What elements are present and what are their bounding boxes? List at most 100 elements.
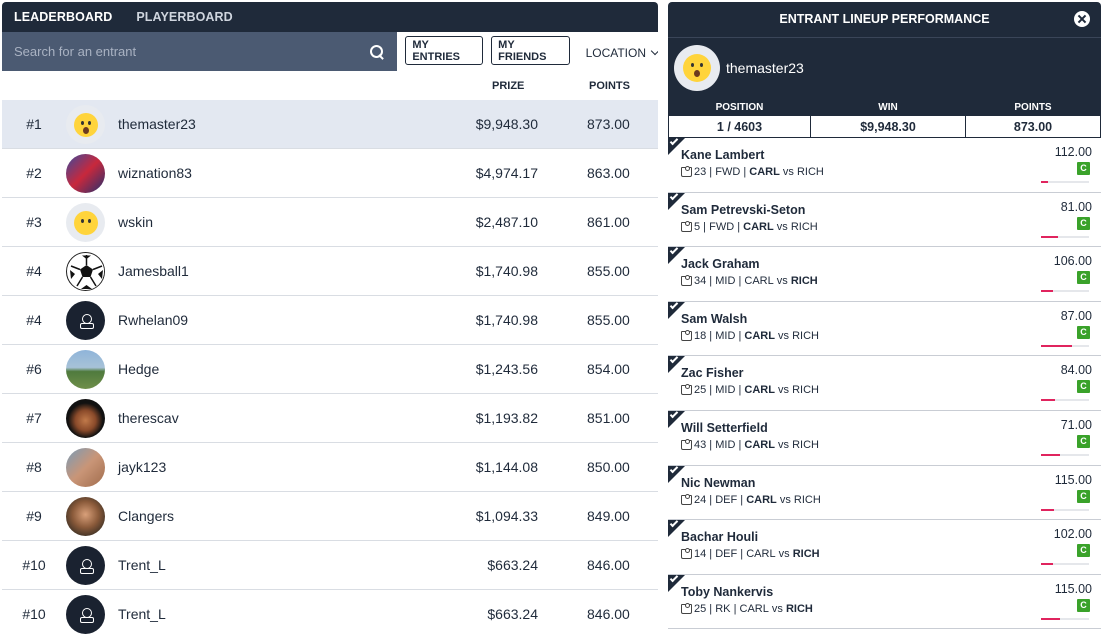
avatar [66, 154, 105, 193]
lineup-panel: ENTRANT LINEUP PERFORMANCE themaster23 P… [668, 2, 1101, 637]
player-name[interactable]: Zac Fisher [681, 366, 744, 381]
table-row[interactable]: #3 wskin $2,487.10 861.00 [2, 198, 658, 247]
player-row[interactable]: Will Setterfield 43 | MID | CARL vs RICH 7… [668, 409, 1101, 466]
table-row[interactable]: #4 Jamesball1 $1,740.98 855.00 [2, 247, 658, 296]
entrant-name[interactable]: Jamesball1 [118, 263, 189, 279]
player-name[interactable]: Sam Petrevski-Seton [681, 202, 806, 217]
stat-position: POSITION 1 / 4603 [669, 99, 811, 138]
player-score: 112.00 [1054, 145, 1092, 159]
user-icon [79, 558, 94, 574]
rank-cell: #9 [26, 508, 42, 524]
progress-fill [1041, 617, 1061, 620]
info-sep: | [735, 438, 745, 451]
lineup-title: ENTRANT LINEUP PERFORMANCE [779, 12, 990, 26]
entrant-name[interactable]: Hedge [118, 361, 160, 377]
entrant-name[interactable]: Trent_L [118, 606, 166, 622]
player-number: 24 [694, 493, 707, 506]
player-name[interactable]: Toby Nankervis [681, 584, 774, 599]
avatar [66, 350, 105, 389]
lineup-players: Kane Lambert 23 | FWD | CARL vs RICH 112.0… [668, 136, 1101, 630]
info-sep: | [706, 275, 716, 288]
away-team: RICH [793, 493, 821, 506]
header-divider [668, 37, 1101, 38]
rank-cell: #10 [22, 557, 46, 573]
player-row[interactable]: Nic Newman 24 | DEF | CARL vs RICH 115.00 C [668, 464, 1101, 521]
prize-cell: $9,948.30 [475, 116, 538, 132]
player-row[interactable]: Toby Nankervis 25 | RK | CARL vs RICH 115.… [668, 573, 1101, 630]
entrant-name[interactable]: Rwhelan09 [118, 312, 189, 328]
table-row[interactable]: #10 Trent_L $663.24 846.00 [2, 590, 658, 637]
entrant-name[interactable]: wiznation83 [118, 165, 192, 181]
player-row[interactable]: Sam Walsh 18 | MID | CARL vs RICH 87.00 C [668, 300, 1101, 357]
table-row[interactable]: #4 Rwhelan09 $1,740.98 855.00 [2, 296, 658, 345]
search-icon[interactable] [369, 44, 385, 60]
away-team: RICH [792, 384, 819, 397]
avatar [674, 45, 720, 91]
lineup-stats: POSITION 1 / 4603 WIN $9,948.30 POINTS 8… [668, 99, 1101, 138]
player-name[interactable]: Sam Walsh [681, 311, 748, 326]
my-friends-button[interactable]: MY FRIENDS [491, 36, 570, 65]
prize-cell: $1,740.98 [475, 263, 538, 279]
player-number: 14 [694, 548, 707, 561]
table-row[interactable]: #10 Trent_L $663.24 846.00 [2, 541, 658, 590]
home-team: CARL [744, 275, 774, 288]
player-row[interactable]: Bachar Houli 14 | DEF | CARL vs RICH 102.0… [668, 518, 1101, 575]
table-row[interactable]: #7 therescav $1,193.82 851.00 [2, 394, 658, 443]
jersey-icon [681, 438, 692, 450]
tab-playerboard[interactable]: PLAYERBOARD [136, 10, 233, 24]
player-position: RK [715, 602, 731, 615]
player-name[interactable]: Nic Newman [681, 475, 756, 490]
player-row[interactable]: Jack Graham 34 | MID | CARL vs RICH 106.00… [668, 245, 1101, 302]
player-position: DEF [715, 548, 738, 561]
table-row[interactable]: #1 themaster23 $9,948.30 873.00 [2, 100, 658, 149]
table-row[interactable]: #6 Hedge $1,243.56 854.00 [2, 345, 658, 394]
vs-text: vs [775, 548, 793, 561]
avatar [66, 546, 105, 585]
player-row[interactable]: Sam Petrevski-Seton 5 | FWD | CARL vs RIC… [668, 191, 1101, 248]
jersey-icon [681, 384, 692, 396]
avatar [66, 448, 105, 487]
check-icon [668, 518, 685, 538]
player-row[interactable]: Kane Lambert 23 | FWD | CARL vs RICH 112.0… [668, 136, 1101, 193]
entrant-name[interactable]: Trent_L [118, 557, 166, 573]
jersey-icon [681, 220, 692, 232]
entrant-name[interactable]: jayk123 [118, 459, 167, 475]
my-entries-button[interactable]: MY ENTRIES [405, 36, 484, 65]
table-row[interactable]: #9 Clangers $1,094.33 849.00 [2, 492, 658, 541]
home-team: CARL [744, 438, 775, 451]
player-score: 102.00 [1053, 527, 1092, 542]
player-score: 115.00 [1054, 581, 1092, 596]
jersey-icon [681, 602, 692, 614]
table-row[interactable]: #2 wiznation83 $4,974.17 863.00 [2, 149, 658, 198]
entrant-name[interactable]: Clangers [118, 508, 175, 524]
lineup-username: themaster23 [726, 60, 804, 76]
stat-value: $9,948.30 [811, 116, 965, 138]
rank-cell: #4 [26, 312, 42, 328]
player-position: MID [715, 275, 736, 288]
board-tabs: LEADERBOARD PLAYERBOARD [2, 2, 658, 32]
vs-text: vs [774, 438, 793, 451]
player-name[interactable]: Will Setterfield [681, 420, 768, 435]
player-position: FWD [709, 220, 735, 233]
avatar [66, 105, 105, 144]
player-name[interactable]: Kane Lambert [681, 148, 765, 162]
check-icon [668, 300, 685, 319]
entrant-name[interactable]: therescav [118, 410, 179, 426]
close-icon[interactable] [1074, 11, 1090, 27]
tab-leaderboard[interactable]: LEADERBOARD [14, 10, 113, 24]
player-name[interactable]: Jack Graham [681, 257, 760, 272]
table-row[interactable]: #8 jayk123 $1,144.08 850.00 [2, 443, 658, 492]
avatar [66, 595, 105, 634]
jersey-icon [681, 275, 692, 287]
info-sep: | [737, 548, 747, 561]
search-input[interactable] [14, 44, 370, 59]
rank-cell: #4 [26, 263, 42, 279]
player-position: MID [715, 329, 736, 342]
location-dropdown[interactable]: LOCATION [586, 34, 658, 71]
entrant-name[interactable]: wskin [118, 214, 154, 230]
points-cell: 863.00 [587, 165, 630, 181]
player-name[interactable]: Bachar Houli [681, 530, 759, 545]
player-row[interactable]: Zac Fisher 25 | MID | CARL vs RICH 84.00 C [668, 355, 1101, 411]
entrant-name[interactable]: themaster23 [118, 116, 196, 132]
captain-badge: C [1077, 271, 1090, 285]
